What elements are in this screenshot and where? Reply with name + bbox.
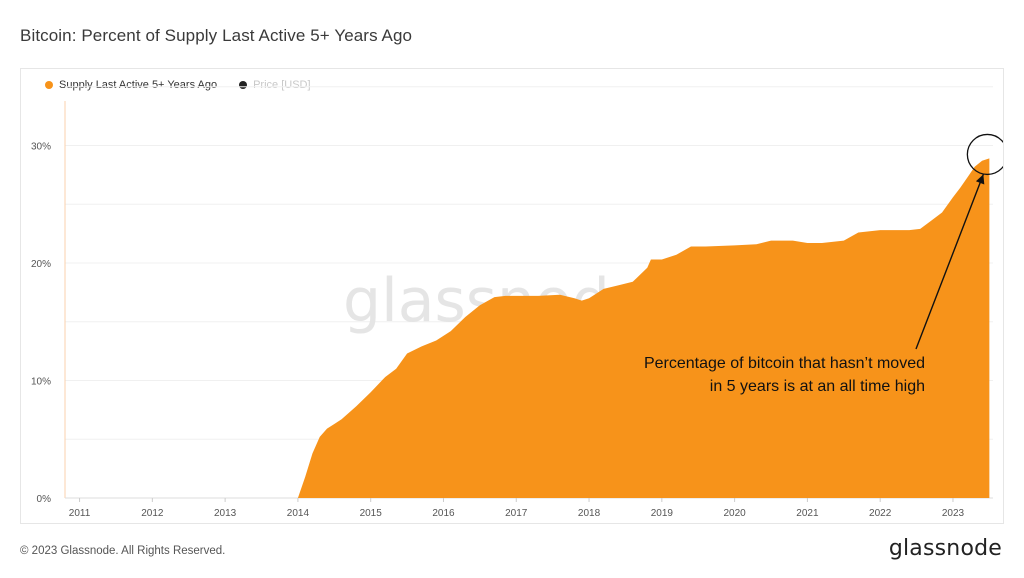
chart-svg: glassnode 0%10%20%30% 201120122013201420… (31, 86, 1003, 519)
series-area-supply (297, 158, 990, 498)
legend-item-supply[interactable]: Supply Last Active 5+ Years Ago (45, 79, 217, 91)
x-tick-label: 2012 (141, 508, 164, 519)
annotation-arrow-line (915, 174, 985, 350)
y-tick-label: 20% (31, 259, 51, 270)
glassnode-logo: glassnode (888, 536, 1002, 561)
x-tick-label: 2017 (505, 508, 528, 519)
x-tick-label: 2015 (360, 508, 383, 519)
x-tick-label: 2011 (69, 508, 91, 519)
page-title: Bitcoin: Percent of Supply Last Active 5… (20, 26, 413, 45)
chart-panel: Supply Last Active 5+ Years Ago Price [U… (20, 68, 1004, 524)
x-tick-label: 2021 (796, 508, 819, 519)
x-tick-label: 2013 (214, 508, 237, 519)
x-tick-label: 2016 (432, 508, 455, 519)
x-axis: 2011 2012 2013 2014 2015 2016 2017 2018 2019 2020… (69, 498, 965, 519)
annotation-line-2: in 5 years is at an all time high (710, 378, 925, 395)
legend: Supply Last Active 5+ Years Ago Price [U… (45, 79, 333, 91)
legend-dot-price (239, 81, 248, 89)
y-tick-label: 0% (37, 494, 52, 505)
annotation-line-1: Percentage of bitcoin that hasn’t moved (644, 355, 925, 372)
y-tick-label: 30% (31, 142, 51, 153)
ath-highlight-circle (966, 133, 1003, 176)
x-tick-label: 2014 (287, 508, 310, 519)
annotation-arrowhead (975, 174, 985, 185)
legend-label-price: Price [USD] (253, 79, 311, 91)
x-tick-label: 2018 (578, 508, 601, 519)
copyright-text: © 2023 Glassnode. All Rights Reserved. (20, 545, 226, 557)
x-tick-label: 2023 (942, 508, 965, 519)
legend-dot-supply (45, 81, 53, 89)
x-tick-label: 2020 (723, 508, 746, 519)
x-tick-label: 2022 (869, 508, 892, 519)
legend-item-price[interactable]: Price [USD] (239, 79, 311, 91)
legend-label-supply: Supply Last Active 5+ Years Ago (59, 79, 218, 91)
y-axis: 0% 10% 20% 30% (31, 142, 51, 506)
x-tick-label: 2019 (651, 508, 674, 519)
y-tick-label: 10% (31, 377, 51, 388)
